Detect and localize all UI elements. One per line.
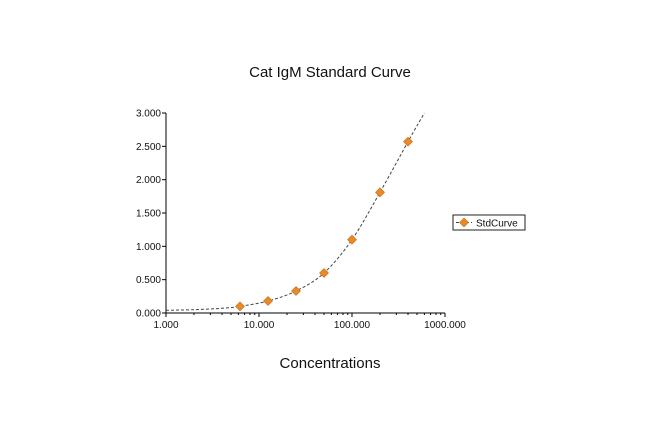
legend-box: [452, 214, 526, 231]
x-tick-label: 10.000: [244, 320, 275, 331]
y-tick-label: 0.500: [136, 275, 161, 286]
data-point: [347, 234, 357, 245]
axes: 0.000 0.500 1.000 1.500 2.000 2.500 3.000 1.000…: [136, 109, 466, 332]
data-point: [291, 286, 301, 296]
fit-curve: [165, 112, 425, 311]
x-axis-label: Concentrations: [280, 355, 381, 372]
data-point: [263, 296, 273, 306]
x-tick-label: 100.000: [334, 320, 371, 331]
y-tick-label: 1.500: [136, 209, 161, 220]
x-tick-label: 1.000: [153, 320, 178, 331]
y-tick-label: 2.000: [136, 175, 161, 186]
y-tick-label: 3.000: [136, 109, 161, 120]
x-tick-label: 1000.000: [424, 320, 466, 331]
data-points: [235, 136, 413, 312]
y-tick-label: 2.500: [136, 142, 161, 153]
legend-diamond-icon: [459, 217, 469, 228]
y-tick-label: 0.000: [136, 309, 161, 320]
chart-title: Cat IgM Standard Curve: [249, 64, 411, 81]
legend: StdCurve: [452, 214, 526, 231]
fit-curve-line: [165, 112, 425, 311]
data-point: [375, 187, 385, 198]
y-tick-label: 1.000: [136, 242, 161, 253]
data-point: [235, 301, 245, 312]
data-point: [319, 268, 329, 278]
data-point: [403, 136, 413, 147]
legend-entry-stdcurve: StdCurve: [476, 219, 518, 230]
